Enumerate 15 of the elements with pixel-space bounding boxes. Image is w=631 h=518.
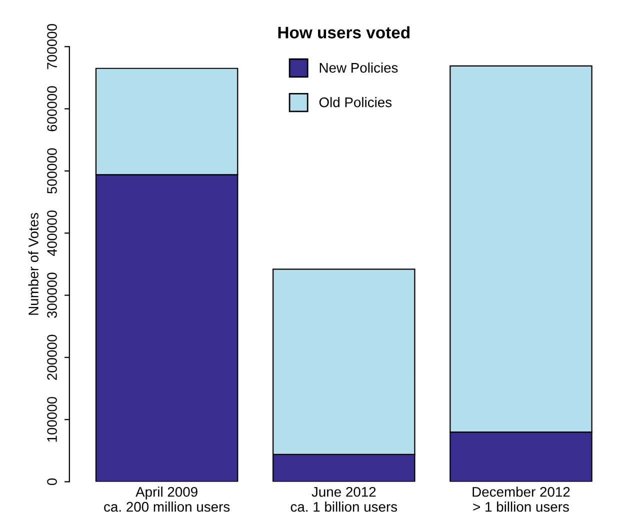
x-tick-label: December 2012 > 1 billion users [472, 486, 570, 512]
y-tick-label: 400000 [47, 210, 57, 256]
y-tick-label: 600000 [47, 86, 57, 132]
x-tick-label: April 2009 ca. 200 million users [104, 486, 230, 512]
x-tick-label: June 2012 ca. 1 billion users [290, 486, 398, 512]
y-tick-label: 200000 [47, 334, 57, 380]
chart-title: How users voted [278, 26, 410, 38]
y-tick-label: 100000 [47, 396, 57, 442]
legend-label: New Policies [320, 62, 398, 73]
legend-label: Old Policies [319, 97, 392, 108]
y-tick-label: 700000 [47, 24, 57, 70]
y-axis-title: Number of Votes [28, 212, 38, 315]
y-tick-label: 300000 [47, 272, 57, 318]
y-tick-label: 500000 [47, 148, 57, 194]
y-tick-label: 0 [47, 478, 57, 486]
